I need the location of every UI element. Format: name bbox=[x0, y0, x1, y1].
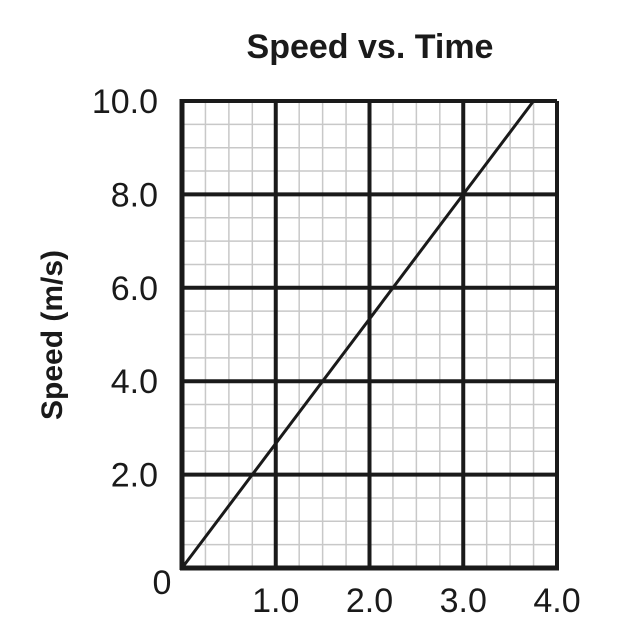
y-tick-label: 10.0 bbox=[92, 83, 158, 121]
x-tick-label: 4.0 bbox=[533, 582, 580, 620]
tick-labels: 1.0 2.0 3.0 4.0 2.0 4.0 6.0 8.0 10.0 0 bbox=[92, 83, 581, 620]
y-tick-label: 4.0 bbox=[111, 363, 158, 401]
origin-label: 0 bbox=[153, 564, 172, 602]
plot-grid bbox=[179, 99, 559, 571]
y-tick-label: 8.0 bbox=[111, 176, 158, 214]
x-tick-label: 1.0 bbox=[252, 582, 299, 620]
data-layer bbox=[180, 100, 535, 569]
y-axis-label: Speed (m/s) bbox=[36, 250, 69, 420]
y-tick-label: 2.0 bbox=[111, 457, 158, 495]
chart-title: Speed vs. Time bbox=[247, 28, 494, 66]
x-tick-label: 3.0 bbox=[440, 582, 487, 620]
x-tick-label: 2.0 bbox=[346, 582, 393, 620]
series-line bbox=[180, 100, 535, 569]
y-tick-label: 6.0 bbox=[111, 270, 158, 308]
